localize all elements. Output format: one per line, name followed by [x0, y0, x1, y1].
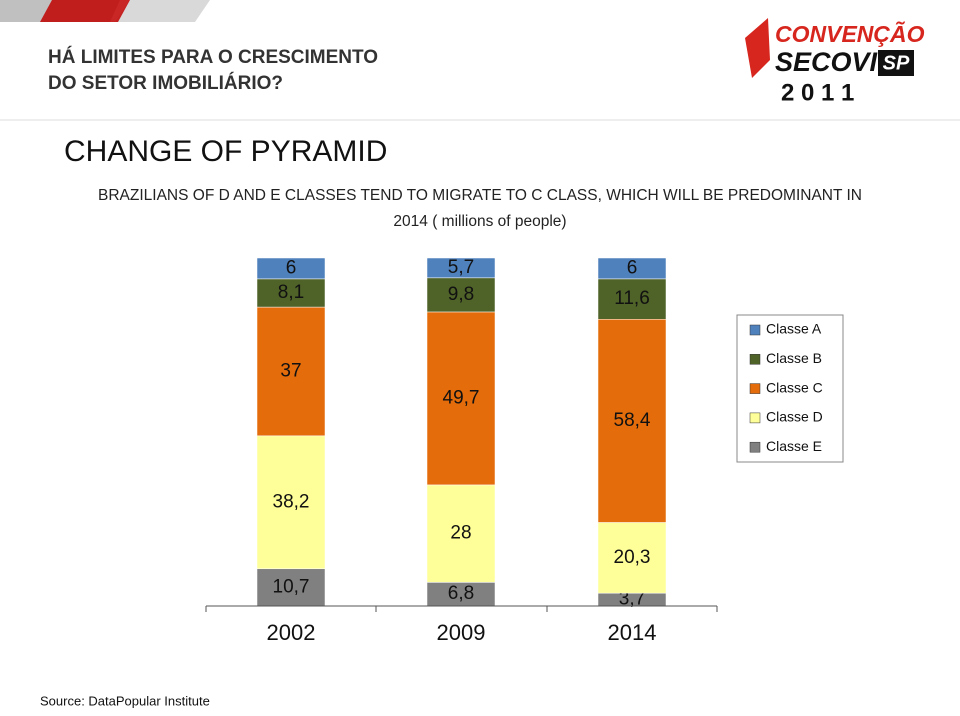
logo-mark	[745, 18, 770, 78]
bar-segment	[597, 318, 667, 523]
x-tick-label: 2014	[608, 620, 657, 645]
source: Source: DataPopular Institute	[40, 693, 210, 708]
bar-segment	[426, 257, 496, 279]
logo-badge	[878, 50, 914, 76]
bar-segment	[597, 278, 667, 320]
logo-text: SECOVI	[775, 47, 878, 77]
legend-label: Classe C	[766, 379, 823, 395]
bar-segment	[426, 484, 496, 583]
legend-label: Classe E	[766, 438, 822, 454]
subtitle: BRAZILIANS OF D AND E CLASSES TEND TO MI…	[98, 187, 862, 204]
legend-swatch	[749, 441, 761, 453]
data-label: 37	[280, 360, 301, 381]
data-label: 11,6	[614, 288, 650, 309]
data-label: 5,7	[448, 257, 474, 278]
logo-badge-text: SP	[883, 52, 910, 74]
source-bg	[0, 688, 240, 716]
decor	[115, 0, 210, 22]
bar-segment	[426, 277, 496, 313]
header: HÁ LIMITES PARA O CRESCIMENTO	[48, 46, 378, 68]
bar-segment	[597, 257, 667, 280]
data-label: 6	[286, 257, 297, 278]
legend-swatch	[749, 383, 761, 394]
data-label: 58,4	[614, 410, 651, 431]
bar-segment	[597, 522, 667, 594]
legend-label: Classe D	[766, 409, 823, 425]
bar-segment	[256, 306, 326, 437]
data-label: 28	[450, 523, 471, 544]
logo-text: CONVENÇÃO	[775, 20, 925, 47]
bar-segment	[256, 435, 326, 570]
x-tick-label: 2009	[437, 620, 486, 645]
data-label: 20,3	[614, 547, 651, 568]
bar-segment	[426, 311, 496, 486]
data-label: 6,8	[448, 583, 474, 604]
legend-swatch	[749, 324, 761, 336]
header: DO SETOR IMOBILIÁRIO?	[48, 72, 283, 94]
data-label: 6	[627, 257, 638, 278]
legend-label: Classe B	[766, 350, 822, 366]
legend-swatch	[749, 412, 761, 424]
subtitle: 2014 ( millions of people)	[393, 213, 566, 230]
x-tick-label: 2002	[267, 620, 316, 645]
data-label: 49,7	[443, 387, 480, 408]
chart-title: CHANGE OF PYRAMID	[64, 135, 387, 168]
logo-year: 2 0 1 1	[781, 79, 854, 106]
data-label: 38,2	[273, 491, 310, 512]
bar-segment	[256, 257, 326, 280]
data-label: 3,7	[619, 589, 645, 610]
data-label: 9,8	[448, 284, 474, 305]
data-label: 8,1	[278, 282, 304, 303]
legend-swatch	[749, 354, 761, 365]
decor	[40, 0, 130, 22]
data-label: 10,7	[273, 576, 310, 597]
bar-segment	[256, 278, 326, 308]
legend-label: Classe A	[766, 321, 822, 337]
